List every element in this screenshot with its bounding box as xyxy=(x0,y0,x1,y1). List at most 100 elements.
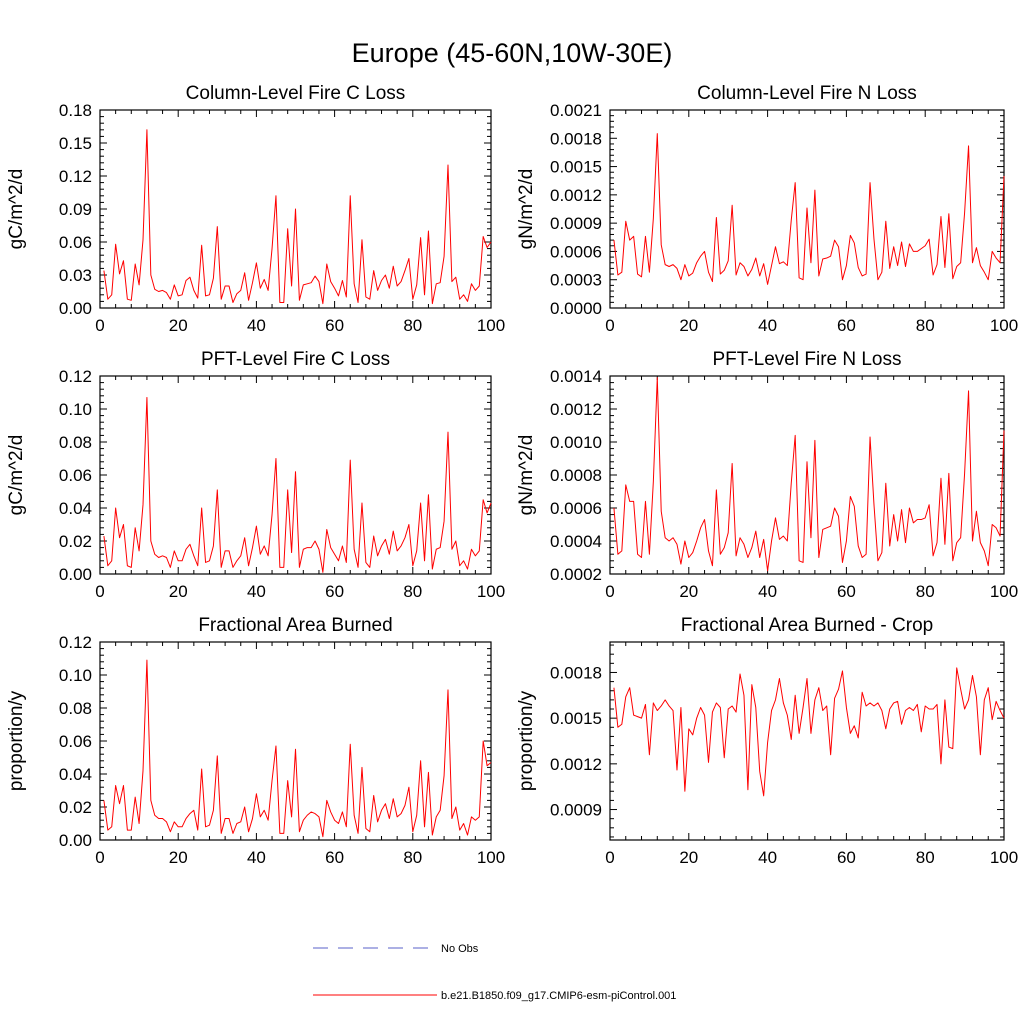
x-tick-label-area-burned-crop: 20 xyxy=(679,848,698,867)
y-tick-label-pft-n-loss: 0.0002 xyxy=(550,565,602,584)
x-tick-label-pft-n-loss: 60 xyxy=(837,582,856,601)
y-tick-label-column-n-loss: 0.0006 xyxy=(550,242,602,261)
y-axis-label-area-burned-crop: proportion/y xyxy=(516,690,537,791)
x-tick-label-column-c-loss: 20 xyxy=(169,316,188,335)
x-tick-label-column-n-loss: 80 xyxy=(916,316,935,335)
y-axis-label-column-c-loss: gC/m^2/d xyxy=(6,169,27,250)
x-tick-label-column-c-loss: 0 xyxy=(95,316,104,335)
y-tick-label-column-c-loss: 0.00 xyxy=(59,299,92,318)
y-tick-label-column-c-loss: 0.12 xyxy=(59,167,92,186)
y-tick-label-area-burned: 0.08 xyxy=(59,699,92,718)
y-tick-label-pft-c-loss: 0.06 xyxy=(59,466,92,485)
y-tick-label-column-c-loss: 0.06 xyxy=(59,233,92,252)
x-tick-label-area-burned: 20 xyxy=(169,848,188,867)
x-tick-label-pft-c-loss: 40 xyxy=(247,582,266,601)
y-tick-label-area-burned-crop: 0.0009 xyxy=(550,801,602,820)
plot-frame-area-burned xyxy=(99,641,492,841)
y-tick-label-area-burned-crop: 0.0015 xyxy=(550,709,602,728)
x-tick-label-pft-n-loss: 0 xyxy=(605,582,614,601)
legend-label-model: b.e21.B1850.f09_g17.CMIP6-esm-piControl.… xyxy=(441,990,676,1002)
y-tick-label-column-n-loss: 0.0018 xyxy=(550,129,602,148)
panel-title-column-c-loss: Column-Level Fire C Loss xyxy=(186,83,406,104)
y-tick-label-area-burned: 0.10 xyxy=(59,666,92,685)
y-tick-label-area-burned: 0.12 xyxy=(59,633,92,652)
y-tick-label-column-n-loss: 0.0000 xyxy=(550,299,602,318)
x-tick-label-area-burned-crop: 100 xyxy=(990,848,1018,867)
x-tick-label-area-burned-crop: 40 xyxy=(758,848,777,867)
plot-frame-column-n-loss xyxy=(609,109,1005,309)
legend-entry-obs: No Obs xyxy=(313,943,479,955)
panel-pft-c-loss: PFT-Level Fire C Loss gC/m^2/d 0 20 40 60 80 10… xyxy=(6,349,505,601)
x-tick-label-pft-n-loss: 40 xyxy=(758,582,777,601)
series-line-column-c-loss xyxy=(103,129,492,305)
figure-title: Europe (45-60N,10W-30E) xyxy=(352,38,673,68)
plot-frame-area-burned-crop xyxy=(609,641,1005,841)
x-tick-label-column-c-loss: 60 xyxy=(325,316,344,335)
x-tick-label-column-n-loss: 100 xyxy=(990,316,1018,335)
y-tick-label-column-c-loss: 0.03 xyxy=(59,266,92,285)
y-axis-label-column-n-loss: gN/m^2/d xyxy=(516,169,537,250)
x-tick-label-pft-n-loss: 80 xyxy=(916,582,935,601)
panel-column-c-loss: Column-Level Fire C Loss gC/m^2/d 0 20 40 60 8… xyxy=(6,83,505,335)
y-tick-label-pft-n-loss: 0.0008 xyxy=(550,466,602,485)
panel-title-pft-n-loss: PFT-Level Fire N Loss xyxy=(713,349,902,370)
x-tick-label-column-n-loss: 20 xyxy=(679,316,698,335)
series-line-column-n-loss xyxy=(613,133,1005,285)
series-line-pft-c-loss xyxy=(103,396,492,573)
x-tick-label-pft-n-loss: 20 xyxy=(679,582,698,601)
y-tick-label-pft-c-loss: 0.12 xyxy=(59,367,92,386)
y-tick-label-column-n-loss: 0.0015 xyxy=(550,158,602,177)
x-tick-label-pft-c-loss: 20 xyxy=(169,582,188,601)
x-tick-label-column-c-loss: 80 xyxy=(403,316,422,335)
x-tick-label-pft-c-loss: 0 xyxy=(95,582,104,601)
y-tick-label-column-n-loss: 0.0003 xyxy=(550,271,602,290)
y-tick-label-pft-c-loss: 0.02 xyxy=(59,532,92,551)
y-tick-label-area-burned-crop: 0.0018 xyxy=(550,663,602,682)
y-axis-label-pft-n-loss: gN/m^2/d xyxy=(516,435,537,516)
y-tick-label-column-c-loss: 0.15 xyxy=(59,134,92,153)
x-tick-label-area-burned: 0 xyxy=(95,848,104,867)
x-tick-label-area-burned: 60 xyxy=(325,848,344,867)
x-tick-label-column-c-loss: 40 xyxy=(247,316,266,335)
x-tick-label-column-n-loss: 60 xyxy=(837,316,856,335)
x-tick-label-pft-c-loss: 100 xyxy=(477,582,505,601)
y-axis-label-area-burned: proportion/y xyxy=(6,690,27,791)
x-tick-label-area-burned: 80 xyxy=(403,848,422,867)
legend-entry-model: b.e21.B1850.f09_g17.CMIP6-esm-piControl.… xyxy=(313,990,676,1002)
x-tick-label-area-burned-crop: 80 xyxy=(916,848,935,867)
y-tick-label-area-burned: 0.02 xyxy=(59,798,92,817)
y-tick-label-pft-c-loss: 0.00 xyxy=(59,565,92,584)
y-tick-label-area-burned-crop: 0.0012 xyxy=(550,755,602,774)
series-line-area-burned xyxy=(103,659,492,838)
y-axis-label-pft-c-loss: gC/m^2/d xyxy=(6,435,27,516)
y-tick-label-column-n-loss: 0.0009 xyxy=(550,214,602,233)
y-tick-label-area-burned: 0.00 xyxy=(59,831,92,850)
y-tick-label-pft-n-loss: 0.0010 xyxy=(550,433,602,452)
panel-title-column-n-loss: Column-Level Fire N Loss xyxy=(697,83,917,104)
y-tick-label-pft-n-loss: 0.0012 xyxy=(550,400,602,419)
legend: No Obs b.e21.B1850.f09_g17.CMIP6-esm-piC… xyxy=(313,943,676,1002)
y-tick-label-pft-n-loss: 0.0004 xyxy=(550,532,602,551)
x-tick-label-area-burned: 40 xyxy=(247,848,266,867)
legend-label-obs: No Obs xyxy=(441,943,479,955)
y-tick-label-column-c-loss: 0.18 xyxy=(59,101,92,120)
x-tick-label-area-burned-crop: 0 xyxy=(605,848,614,867)
panels-group: Column-Level Fire C Loss gC/m^2/d 0 20 40 60 8… xyxy=(6,83,1018,867)
y-tick-label-pft-c-loss: 0.10 xyxy=(59,400,92,419)
x-tick-label-pft-n-loss: 100 xyxy=(990,582,1018,601)
panel-pft-n-loss: PFT-Level Fire N Loss gN/m^2/d 0 20 40 60 80 10… xyxy=(516,349,1018,601)
y-tick-label-column-n-loss: 0.0012 xyxy=(550,186,602,205)
panel-title-pft-c-loss: PFT-Level Fire C Loss xyxy=(201,349,390,370)
y-tick-label-area-burned: 0.04 xyxy=(59,765,92,784)
y-tick-label-pft-n-loss: 0.0014 xyxy=(550,367,602,386)
y-tick-label-column-n-loss: 0.0021 xyxy=(550,101,602,120)
panel-column-n-loss: Column-Level Fire N Loss gN/m^2/d 0 20 40 60 8… xyxy=(516,83,1018,335)
series-line-area-burned-crop xyxy=(613,667,1005,797)
y-tick-label-pft-c-loss: 0.04 xyxy=(59,499,92,518)
x-tick-label-column-n-loss: 40 xyxy=(758,316,777,335)
panel-area-burned-crop: Fractional Area Burned - Crop proportion/… xyxy=(516,615,1018,867)
panel-area-burned: Fractional Area Burned proportion/y 0 20 40 6… xyxy=(6,615,505,867)
panel-title-area-burned-crop: Fractional Area Burned - Crop xyxy=(681,615,933,636)
y-tick-label-pft-n-loss: 0.0006 xyxy=(550,499,602,518)
